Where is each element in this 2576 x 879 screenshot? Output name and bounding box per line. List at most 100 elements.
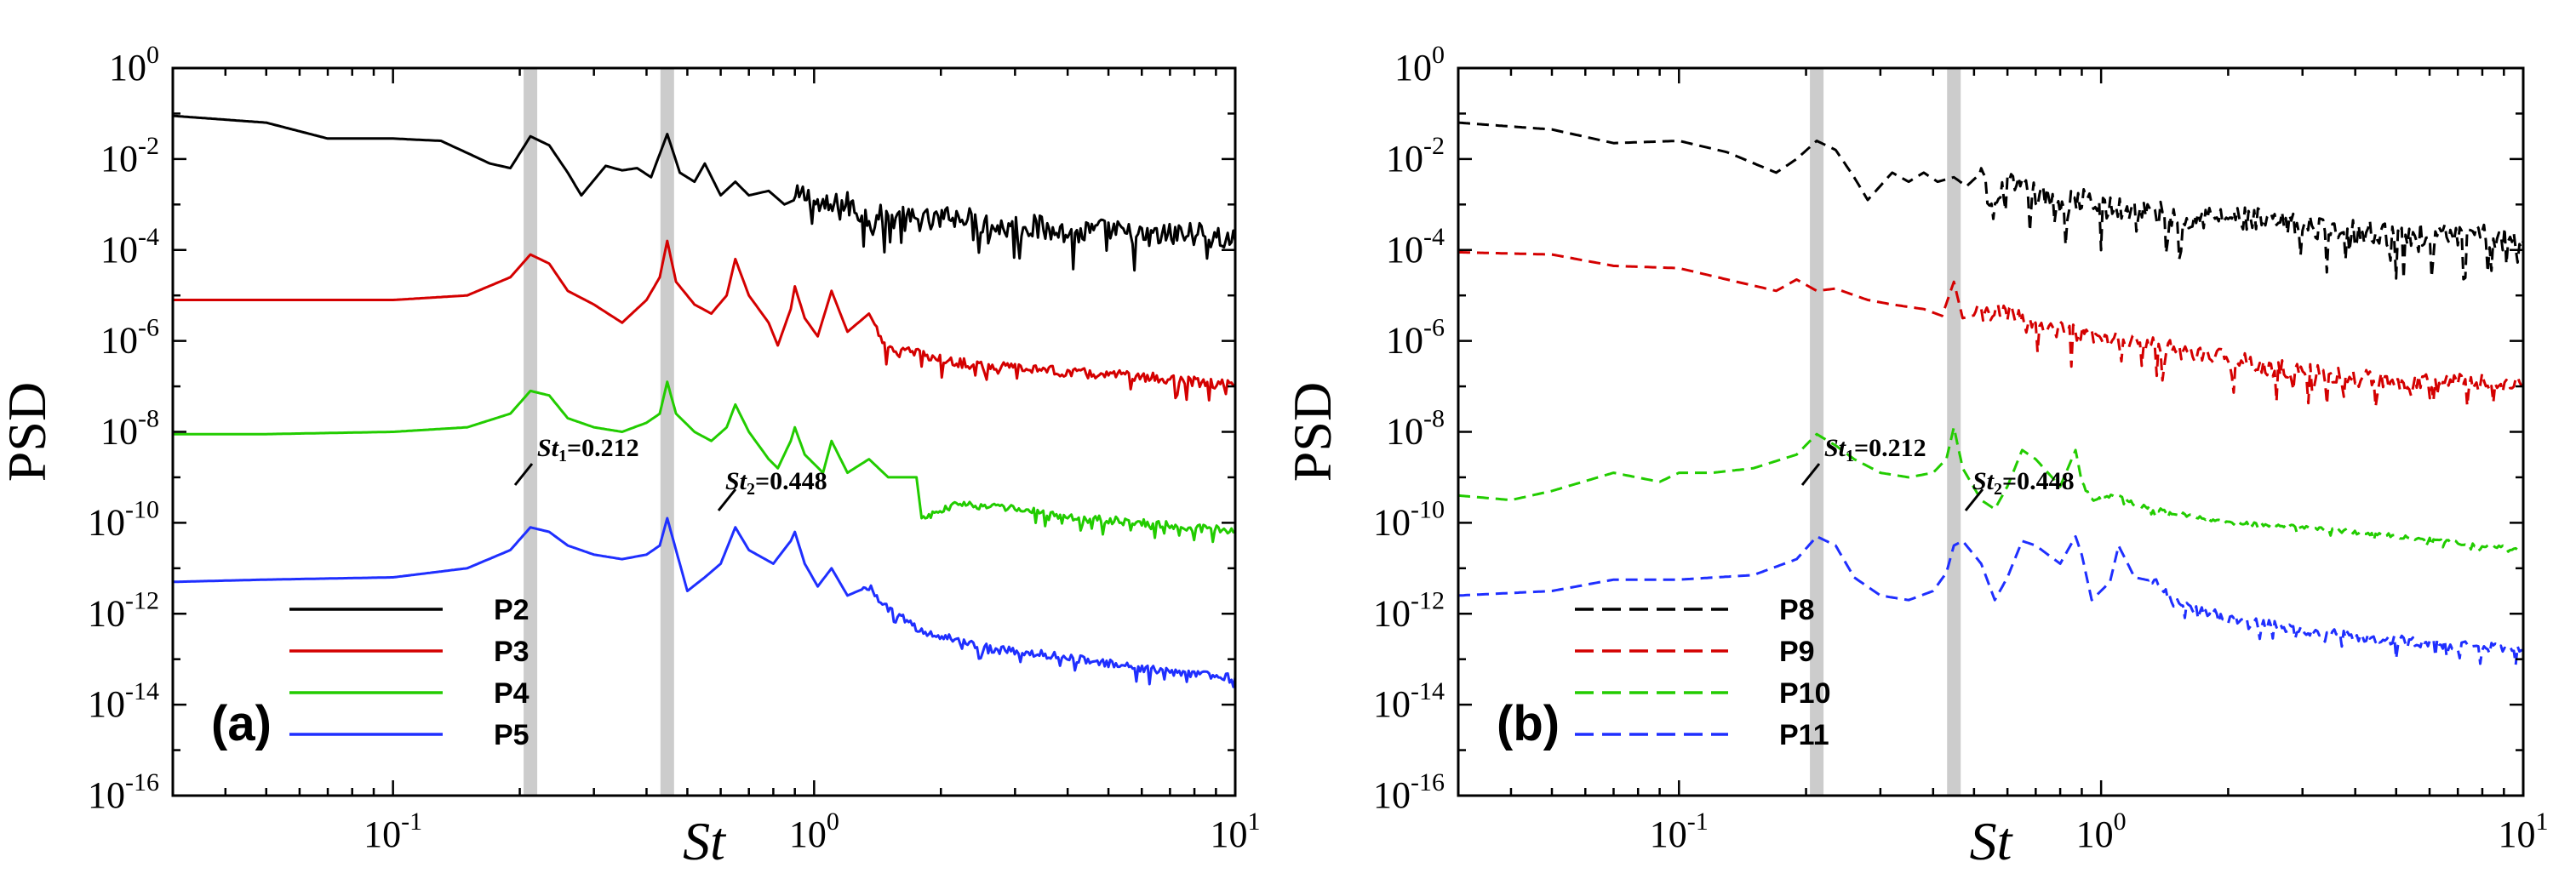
- y-tick-base: 10: [109, 47, 146, 88]
- y-tick-exponent: -16: [1411, 768, 1445, 796]
- series-line-p3: [173, 239, 1235, 402]
- y-tick-label: 10-4: [1386, 223, 1445, 271]
- y-tick-exponent: 0: [1432, 41, 1445, 69]
- annotation-st2: St2=0.448: [1972, 467, 2075, 499]
- x-tick-base: 10: [1211, 813, 1248, 855]
- y-tick-label: 10-10: [88, 495, 159, 543]
- x-tick-exponent: 1: [2536, 808, 2549, 836]
- annotation-subscript: 2: [747, 480, 755, 499]
- x-tick-base: 10: [1650, 813, 1687, 855]
- panel-b: 10010-210-410-610-810-1010-1210-1410-161…: [1282, 41, 2549, 871]
- x-tick-base: 10: [789, 813, 827, 855]
- annotation-subscript: 1: [558, 447, 567, 465]
- x-tick-label: 10-1: [364, 808, 422, 855]
- highlight-band-1: [524, 68, 538, 796]
- x-axis-label: St: [683, 811, 727, 871]
- y-tick-base: 10: [1394, 47, 1432, 88]
- annotation-subscript: 2: [1994, 480, 2002, 499]
- panel-a: 10010-210-410-610-810-1010-1210-1410-161…: [0, 41, 1261, 871]
- y-tick-exponent: -6: [138, 314, 159, 342]
- y-tick-label: 10-14: [1373, 677, 1445, 725]
- y-tick-exponent: -14: [1411, 677, 1445, 705]
- x-tick-exponent: -1: [1687, 808, 1709, 836]
- y-tick-label: 10-4: [100, 223, 159, 271]
- y-tick-base: 10: [88, 683, 125, 725]
- y-tick-label: 10-12: [88, 586, 159, 634]
- legend-label-p4: P4: [494, 677, 530, 710]
- series-line-p11: [1458, 534, 2523, 666]
- plot-area: [173, 114, 1235, 688]
- y-tick-base: 10: [100, 229, 138, 271]
- y-tick-base: 10: [100, 320, 138, 362]
- annotation-leader-2: [1964, 488, 1984, 511]
- x-axis-label: St: [1970, 811, 2014, 871]
- annotation-st1: St1=0.212: [537, 434, 639, 465]
- x-tick-exponent: -1: [401, 808, 422, 836]
- annotation-leader-1: [1800, 463, 1821, 486]
- legend-label-p2: P2: [494, 594, 530, 626]
- y-tick-base: 10: [1386, 320, 1423, 362]
- y-tick-base: 10: [1386, 229, 1423, 271]
- legend-label-p8: P8: [1779, 594, 1815, 626]
- annotation-subscript: 1: [1846, 447, 1854, 465]
- annotation-value: =0.212: [567, 434, 639, 462]
- y-tick-label: 10-16: [1373, 768, 1445, 816]
- y-tick-exponent: -6: [1423, 314, 1445, 342]
- y-tick-exponent: -8: [1423, 405, 1445, 433]
- y-tick-exponent: -12: [125, 586, 159, 614]
- y-tick-label: 10-8: [1386, 405, 1445, 453]
- legend-label-p11: P11: [1779, 719, 1829, 751]
- annotation-value: =0.448: [755, 467, 827, 495]
- x-tick-base: 10: [2076, 813, 2114, 855]
- y-tick-label: 10-6: [100, 314, 159, 362]
- x-tick-label: 10-1: [1650, 808, 1709, 855]
- x-tick-label: 101: [1211, 808, 1261, 855]
- y-tick-base: 10: [88, 592, 125, 634]
- y-tick-label: 10-2: [1386, 132, 1445, 180]
- legend-label-p10: P10: [1779, 677, 1831, 710]
- y-tick-exponent: -16: [125, 768, 159, 796]
- series-line-p9: [1458, 250, 2523, 408]
- legend-label-p9: P9: [1779, 636, 1815, 668]
- y-axis-label: PSD: [0, 382, 57, 482]
- y-tick-base: 10: [88, 501, 125, 543]
- annotation-symbol: St: [725, 467, 748, 495]
- y-tick-exponent: -2: [1423, 132, 1445, 160]
- y-tick-base: 10: [100, 411, 138, 453]
- axes-frame: [1457, 66, 2525, 797]
- y-tick-base: 10: [1373, 501, 1411, 543]
- x-tick-base: 10: [2499, 813, 2536, 855]
- series-line-p10: [1458, 425, 2523, 553]
- annotation-leader-1: [513, 463, 534, 486]
- y-tick-exponent: -14: [125, 677, 159, 705]
- y-tick-label: 10-10: [1373, 495, 1445, 543]
- series-line-p5: [173, 517, 1235, 688]
- annotation-symbol: St: [537, 434, 560, 462]
- y-tick-base: 10: [100, 138, 138, 180]
- y-tick-exponent: -4: [138, 223, 159, 251]
- legend-label-p3: P3: [494, 636, 530, 668]
- highlight-band-1: [1810, 68, 1824, 796]
- annotation-value: =0.212: [1854, 434, 1926, 462]
- panel-tag: (a): [211, 696, 272, 751]
- y-tick-label: 10-6: [1386, 314, 1445, 362]
- y-tick-exponent: -12: [1411, 586, 1445, 614]
- highlight-band-2: [660, 68, 674, 796]
- y-axis-label: PSD: [1282, 382, 1342, 482]
- x-tick-exponent: 1: [1248, 808, 1261, 836]
- y-tick-exponent: -8: [138, 405, 159, 433]
- x-tick-label: 100: [789, 808, 839, 855]
- y-tick-label: 100: [109, 41, 159, 88]
- annotation-value: =0.448: [2002, 467, 2075, 495]
- y-tick-base: 10: [1386, 138, 1423, 180]
- y-tick-label: 10-8: [100, 405, 159, 453]
- annotation-leader-2: [717, 488, 737, 511]
- y-tick-label: 10-16: [88, 768, 159, 816]
- y-tick-exponent: 0: [146, 41, 159, 69]
- x-tick-base: 10: [364, 813, 401, 855]
- legend-label-p5: P5: [494, 719, 530, 751]
- x-tick-label: 100: [2076, 808, 2127, 855]
- x-tick-exponent: 0: [2114, 808, 2127, 836]
- y-tick-base: 10: [1386, 411, 1423, 453]
